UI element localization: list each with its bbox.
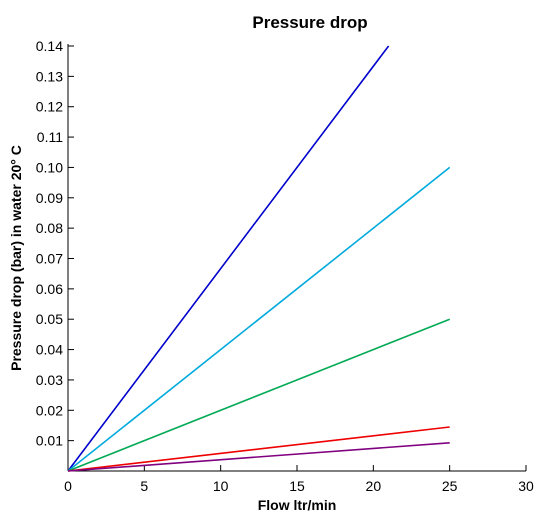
y-axis-label: Pressure drop (bar) in water 20° C <box>8 145 24 371</box>
axes: 0 5 10 15 20 25 30 0.01 0.02 0.03 0.04 0.05 0.06 0.07… <box>36 38 534 494</box>
y-tick-label: 0.01 <box>36 433 63 449</box>
x-tick-label: 20 <box>366 478 382 494</box>
y-tick-label: 0.07 <box>36 251 63 267</box>
x-tick-label: 0 <box>64 478 72 494</box>
x-tick-label: 25 <box>442 478 458 494</box>
y-tick-label: 0.04 <box>36 342 63 358</box>
x-tick-label: 10 <box>213 478 229 494</box>
x-tick-label: 5 <box>140 478 148 494</box>
y-tick-label: 0.14 <box>36 38 63 54</box>
y-tick-label: 0.05 <box>36 311 63 327</box>
series-line-1 <box>67 45 390 472</box>
series-line-5 <box>67 442 450 472</box>
y-tick-label: 0.12 <box>36 99 63 115</box>
x-tick-label: 15 <box>289 478 305 494</box>
y-tick-label: 0.09 <box>36 190 63 206</box>
y-tick-label: 0.02 <box>36 402 63 418</box>
series-line-4 <box>67 426 450 472</box>
series-lines <box>67 45 451 472</box>
y-tick-label: 0.10 <box>36 159 63 175</box>
series-line-3 <box>67 318 450 472</box>
y-tick-label: 0.03 <box>36 372 63 388</box>
y-tick-label: 0.11 <box>37 129 63 145</box>
series-line-2 <box>67 166 451 472</box>
chart-title: Pressure drop <box>252 13 367 32</box>
x-tick-label: 30 <box>518 478 534 494</box>
x-axis-label: Flow ltr/min <box>258 497 337 513</box>
y-tick-label: 0.06 <box>36 281 63 297</box>
y-tick-label: 0.13 <box>36 68 63 84</box>
y-tick-label: 0.08 <box>36 220 63 236</box>
